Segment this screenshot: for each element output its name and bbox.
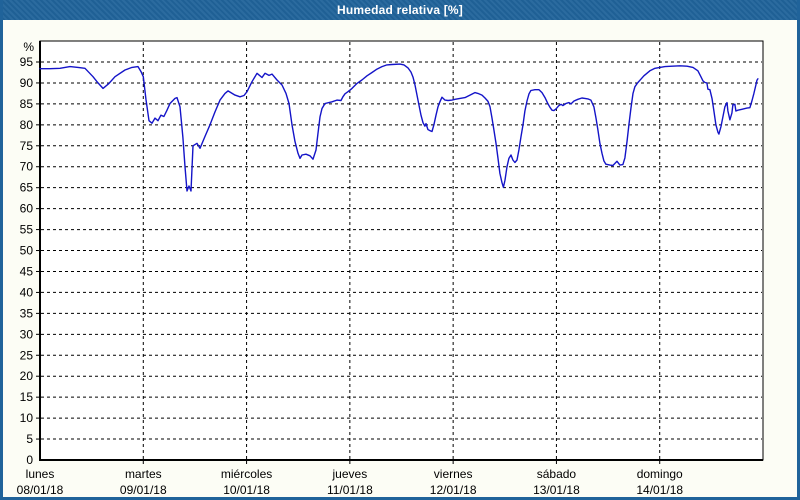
x-day-name-label: miércoles: [221, 467, 272, 481]
y-tick-label: 45: [20, 264, 34, 278]
y-tick-label: 65: [20, 181, 34, 195]
x-day-date-label: 14/01/18: [636, 483, 683, 497]
y-tick-label: 60: [20, 202, 34, 216]
y-tick-label: 35: [20, 306, 34, 320]
chart-area: 0 5 10 15 20 25 30 35 40 45 50 55 60 65 70 75 80 85 90 95% l…: [3, 0, 797, 497]
x-day-date-label: 13/01/18: [533, 483, 580, 497]
y-tick-label: 75: [20, 139, 34, 153]
y-tick-label: 40: [20, 285, 34, 299]
y-tick-label: 15: [20, 390, 34, 404]
y-tick-label: 95: [20, 55, 34, 69]
y-tick-label: 0: [26, 453, 33, 467]
y-tick-label: 20: [20, 369, 34, 383]
y-tick-label: 70: [20, 160, 34, 174]
title-bar: Humedad relativa [%]: [3, 0, 797, 20]
x-day-name-label: sábado: [537, 467, 577, 481]
humidity-series-line: [39, 63, 759, 192]
x-day-date-label: 08/01/18: [17, 483, 64, 497]
y-tick-label: 90: [20, 76, 34, 90]
x-day-name-label: lunes: [26, 467, 55, 481]
y-tick-label: 5: [26, 432, 33, 446]
x-day-date-label: 10/01/18: [223, 483, 270, 497]
window-title: Humedad relativa [%]: [336, 3, 464, 17]
y-tick-label: 10: [20, 411, 34, 425]
x-day-date-label: 09/01/18: [120, 483, 167, 497]
y-tick-label: 80: [20, 118, 34, 132]
x-day-date-label: 11/01/18: [327, 483, 373, 497]
x-day-name-label: jueves: [332, 467, 368, 481]
x-day-name-label: martes: [125, 467, 162, 481]
y-tick-label: 30: [20, 327, 34, 341]
y-tick-label: 25: [20, 348, 34, 362]
x-day-date-label: 12/01/18: [430, 483, 477, 497]
y-axis-unit-label: %: [23, 40, 34, 54]
y-tick-label: 55: [20, 223, 34, 237]
humidity-line-chart: 0 5 10 15 20 25 30 35 40 45 50 55 60 65 70 75 80 85 90 95% l…: [17, 40, 764, 497]
x-day-name-label: viernes: [434, 467, 473, 481]
x-day-name-label: domingo: [637, 467, 683, 481]
y-tick-label: 85: [20, 97, 34, 111]
y-tick-label: 50: [20, 244, 34, 258]
